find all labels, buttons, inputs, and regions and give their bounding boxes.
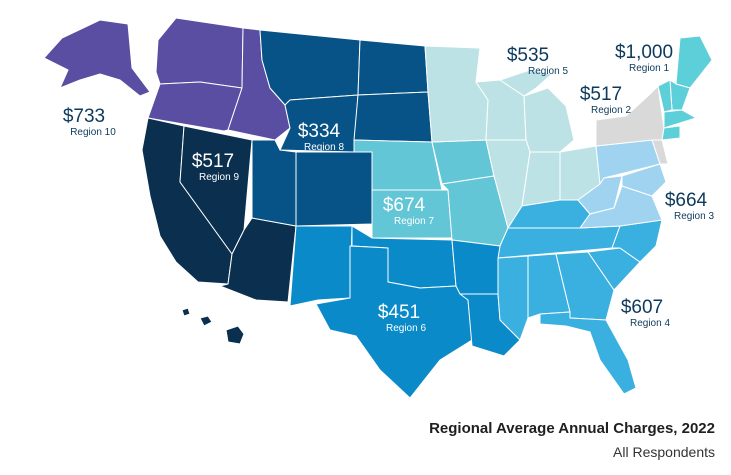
- state-new-jersey: [651, 139, 669, 165]
- state-utah: [251, 139, 297, 227]
- state-connecticut: [661, 125, 681, 141]
- region-7-shape: [353, 139, 509, 247]
- region-2-amount: $517: [580, 84, 622, 105]
- region-1-amount: $1,000: [615, 42, 673, 63]
- state-alaska: [43, 19, 151, 97]
- state-colorado: [295, 151, 373, 227]
- region-10-amount: $733: [63, 106, 105, 127]
- state-arkansas: [451, 239, 501, 295]
- region-3-shape: [577, 139, 667, 229]
- region-1-shape: [657, 35, 713, 141]
- region-8-name: Region 8: [304, 142, 344, 153]
- region-5-name: Region 5: [528, 66, 568, 77]
- map-title: Regional Average Annual Charges, 2022: [429, 420, 715, 437]
- map-subtitle: All Respondents: [613, 444, 715, 460]
- region-9-name: Region 9: [199, 172, 239, 183]
- region-labels: $535 Region 5 $1,000 Region 1 $517 Regio…: [63, 42, 715, 334]
- region-2-name: Region 2: [591, 105, 631, 116]
- state-montana: [259, 29, 361, 106]
- region-4-name: Region 4: [630, 318, 670, 329]
- region-5-amount: $535: [507, 45, 549, 66]
- region-10-name: Region 10: [70, 127, 116, 138]
- region-8-amount: $334: [298, 121, 341, 142]
- region-7-amount: $674: [383, 195, 426, 216]
- state-texas: [315, 245, 473, 399]
- region-7-name: Region 7: [394, 216, 434, 227]
- region-1-name: Region 1: [629, 63, 669, 74]
- state-massachusetts: [663, 109, 697, 129]
- state-new-mexico: [289, 225, 353, 307]
- state-michigan-up: [499, 69, 553, 97]
- state-maryland: [621, 163, 667, 197]
- state-hawaii: [225, 325, 245, 345]
- state-hawaii-2: [199, 315, 213, 327]
- state-florida: [539, 311, 637, 395]
- map-caption: Regional Average Annual Charges, 2022 Al…: [429, 420, 715, 460]
- region-9-shape: [141, 117, 297, 345]
- region-4-amount: $607: [621, 297, 663, 318]
- region-6-amount: $451: [378, 302, 420, 323]
- state-maine: [675, 35, 713, 89]
- state-virginia: [579, 185, 663, 229]
- region-10-shape: [43, 17, 291, 141]
- state-vermont: [657, 79, 673, 113]
- region-6-shape: [289, 225, 521, 399]
- region-3-name: Region 3: [674, 211, 714, 222]
- region-4-shape: [497, 199, 663, 395]
- state-michigan: [523, 87, 575, 153]
- region-8-shape: [251, 29, 433, 227]
- region-6-name: Region 6: [386, 323, 426, 334]
- state-washington: [155, 17, 244, 89]
- region-5-shape: [424, 45, 601, 229]
- state-north-dakota: [357, 39, 429, 96]
- region-3-amount: $664: [665, 190, 708, 211]
- region-9-amount: $517: [192, 151, 234, 172]
- state-hawaii-3: [181, 307, 191, 317]
- state-south-dakota: [353, 91, 433, 143]
- state-minnesota: [424, 45, 489, 143]
